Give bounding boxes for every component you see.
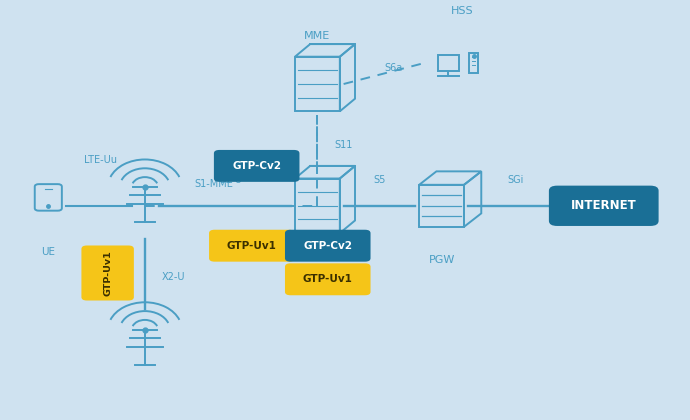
Bar	[295, 57, 339, 111]
Text: GTP-Uv1: GTP-Uv1	[103, 250, 112, 296]
FancyBboxPatch shape	[285, 263, 371, 295]
Bar	[438, 55, 459, 71]
Text: MME: MME	[304, 31, 331, 41]
FancyBboxPatch shape	[214, 150, 299, 182]
Bar	[420, 185, 464, 227]
Text: PGW: PGW	[428, 255, 455, 265]
FancyBboxPatch shape	[549, 186, 658, 226]
Text: X2-U: X2-U	[162, 272, 186, 282]
Text: S1-U: S1-U	[219, 175, 243, 185]
Bar	[295, 178, 339, 233]
Bar	[469, 52, 478, 74]
Text: SGi: SGi	[508, 175, 524, 185]
Text: GTP-Cv2: GTP-Cv2	[303, 241, 353, 251]
Text: GTP-Uv1: GTP-Uv1	[227, 241, 277, 251]
Text: INTERNET: INTERNET	[571, 200, 637, 212]
Text: S1-MME: S1-MME	[195, 179, 233, 189]
FancyBboxPatch shape	[285, 230, 371, 262]
Text: GTP-Cv2: GTP-Cv2	[232, 161, 282, 171]
Text: S5: S5	[373, 175, 386, 185]
Text: UE: UE	[41, 247, 55, 257]
Text: S6a: S6a	[384, 63, 402, 73]
Text: LTE-Uu: LTE-Uu	[83, 155, 117, 165]
FancyBboxPatch shape	[209, 230, 295, 262]
Text: GTP-Uv1: GTP-Uv1	[303, 274, 353, 284]
Text: HSS: HSS	[451, 5, 473, 16]
Text: S11: S11	[335, 140, 353, 150]
FancyBboxPatch shape	[81, 245, 134, 301]
